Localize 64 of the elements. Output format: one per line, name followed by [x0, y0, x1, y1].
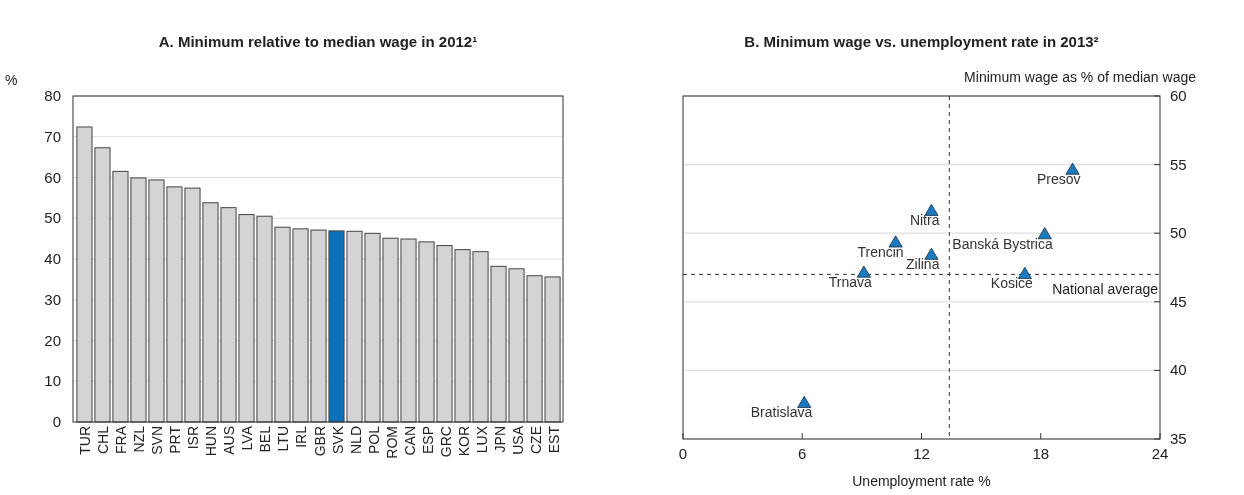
y-tick-label: 20	[44, 331, 61, 349]
x-tick-label: SVK	[329, 425, 346, 455]
x-tick-label: 6	[798, 445, 807, 462]
x-tick-label: KOR	[455, 426, 472, 457]
x-tick-label: TUR	[77, 426, 94, 455]
x-tick-label: 12	[913, 445, 930, 462]
x-tick-label: USA	[509, 425, 526, 455]
x-tick-label: JPN	[491, 426, 508, 453]
x-tick-label: 18	[1032, 445, 1050, 462]
annotation: Presov	[1036, 171, 1081, 188]
y-tick-label: 80	[44, 87, 61, 104]
x-tick-label: IRL	[293, 425, 310, 448]
x-tick-label: CHL	[95, 425, 112, 455]
x-tick-label: 0	[678, 445, 688, 462]
x-tick-label: SVN	[149, 426, 166, 455]
x-tick-label: CAN	[401, 426, 418, 456]
x-tick-label: NLD	[347, 426, 364, 455]
x-tick-label: EST	[545, 425, 562, 454]
x-tick-label: BEL	[257, 425, 274, 453]
y-tick-label: 45	[1170, 292, 1187, 310]
x-tick-label: FRA	[113, 425, 130, 454]
chart-title: B. Minimum wage vs. unemployment rate in 2013²	[744, 33, 1099, 50]
x-tick-label: AUS	[221, 426, 238, 455]
chart-title: A. Minimum relative to median wage in 2012¹	[158, 33, 478, 50]
x-tick-label: LVA	[239, 425, 256, 451]
x-tick-label: ROM	[383, 426, 400, 459]
y-tick-label: 40	[1170, 361, 1187, 379]
annotation: Kosice	[990, 275, 1034, 292]
annotation: Trnava	[828, 273, 873, 290]
x-tick-label: GRC	[437, 426, 454, 458]
x-tick-label: ISR	[185, 426, 202, 450]
x-axis-title: Unemployment rate %	[852, 473, 991, 489]
y-tick-label: 35	[1170, 430, 1187, 447]
x-tick-label: ESP	[419, 426, 436, 455]
annotation: Nitra	[909, 212, 940, 229]
ref-line-label: National average	[1052, 281, 1159, 298]
y-tick-label: 70	[44, 127, 61, 145]
y-tick-label: 50	[44, 209, 61, 227]
y-tick-label: 0	[52, 413, 61, 430]
annotation: Banská Bystrica	[952, 235, 1053, 252]
x-tick-label: NZL	[131, 425, 148, 453]
y-axis-title: %	[5, 72, 18, 88]
x-tick-label: LTU	[275, 426, 292, 452]
x-tick-label: GBR	[311, 426, 328, 457]
y-tick-label: 30	[44, 290, 61, 308]
point	[856, 265, 871, 278]
x-tick-label: 24	[1151, 445, 1169, 462]
x-tick-label: CZE	[527, 426, 544, 454]
annotation: Zilina	[905, 256, 940, 273]
point	[888, 235, 903, 248]
y-tick-label: 60	[44, 168, 61, 186]
x-tick-label: PRT	[167, 425, 184, 454]
y-tick-label: 60	[1170, 87, 1187, 104]
y-tick-label: 40	[44, 250, 61, 267]
x-tick-label: POL	[365, 425, 382, 455]
y-axis-title: Minimum wage as % of median wage	[964, 69, 1197, 85]
x-tick-label: HUN	[203, 426, 220, 457]
y-tick-label: 50	[1170, 224, 1187, 242]
annotation: Bratislava	[750, 404, 813, 421]
annotation: Trencin	[857, 243, 904, 260]
x-tick-label: LUX	[473, 425, 490, 454]
point	[1065, 162, 1080, 175]
y-tick-label: 55	[1170, 155, 1187, 173]
y-tick-label: 10	[44, 372, 61, 390]
